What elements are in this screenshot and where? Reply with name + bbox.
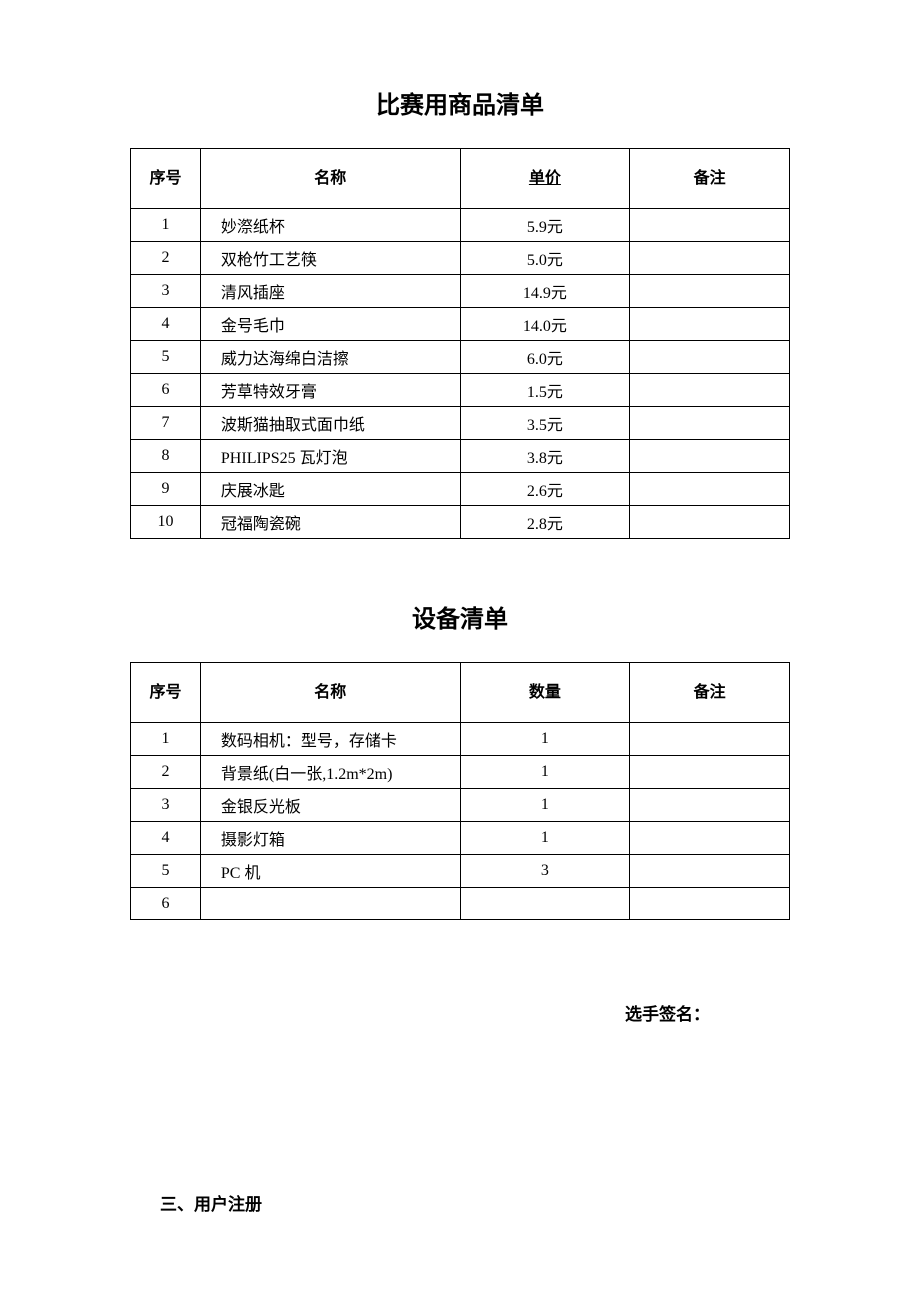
cell-note (630, 341, 790, 374)
table-row: 10冠福陶瓷碗2.8元 (131, 506, 790, 539)
cell-note (630, 242, 790, 275)
cell-name: 数码相机：型号，存储卡 (200, 723, 460, 756)
table1-header-name: 名称 (200, 149, 460, 209)
table-row: 3金银反光板1 (131, 789, 790, 822)
cell-name: PHILIPS25 瓦灯泡 (200, 440, 460, 473)
cell-note (630, 308, 790, 341)
table-row: 5PC 机3 (131, 855, 790, 888)
table-row: 2背景纸(白一张,1.2m*2m)1 (131, 756, 790, 789)
cell-note (630, 756, 790, 789)
table1-title: 比赛用商品清单 (130, 85, 790, 120)
cell-num: 6 (131, 374, 201, 407)
cell-price: 14.0元 (460, 308, 630, 341)
table-row: 3清风插座14.9元 (131, 275, 790, 308)
cell-qty: 1 (460, 789, 630, 822)
table2-header-qty: 数量 (460, 663, 630, 723)
table-row: 4摄影灯箱1 (131, 822, 790, 855)
cell-num: 6 (131, 888, 201, 920)
cell-num: 9 (131, 473, 201, 506)
cell-num: 1 (131, 209, 201, 242)
table-row: 6芳草特效牙膏1.5元 (131, 374, 790, 407)
table-row: 1妙漈纸杯5.9元 (131, 209, 790, 242)
cell-name: 金银反光板 (200, 789, 460, 822)
cell-note (630, 822, 790, 855)
cell-price: 1.5元 (460, 374, 630, 407)
cell-num: 4 (131, 308, 201, 341)
table-row: 7波斯猫抽取式面巾纸3.5元 (131, 407, 790, 440)
signature-label: 选手签名： (130, 1000, 790, 1025)
cell-note (630, 440, 790, 473)
cell-name: 金号毛巾 (200, 308, 460, 341)
cell-note (630, 275, 790, 308)
table-row: 2双枪竹工艺筷5.0元 (131, 242, 790, 275)
table-row: 1数码相机：型号，存储卡1 (131, 723, 790, 756)
cell-note (630, 789, 790, 822)
product-table: 序号 名称 单价 备注 1妙漈纸杯5.9元2双枪竹工艺筷5.0元3清风插座14.… (130, 148, 790, 539)
cell-num: 5 (131, 341, 201, 374)
section-heading: 三、用户注册 (130, 1190, 790, 1215)
cell-qty: 1 (460, 723, 630, 756)
cell-num: 4 (131, 822, 201, 855)
table1-header-row: 序号 名称 单价 备注 (131, 149, 790, 209)
cell-name: 波斯猫抽取式面巾纸 (200, 407, 460, 440)
table-row: 9庆展冰匙2.6元 (131, 473, 790, 506)
table-row: 4金号毛巾14.0元 (131, 308, 790, 341)
cell-num: 1 (131, 723, 201, 756)
cell-name: 芳草特效牙膏 (200, 374, 460, 407)
cell-note (630, 407, 790, 440)
cell-num: 7 (131, 407, 201, 440)
cell-num: 3 (131, 789, 201, 822)
cell-name: 背景纸(白一张,1.2m*2m) (200, 756, 460, 789)
cell-price: 14.9元 (460, 275, 630, 308)
cell-name: 庆展冰匙 (200, 473, 460, 506)
cell-qty: 1 (460, 756, 630, 789)
cell-qty: 1 (460, 822, 630, 855)
cell-name: 威力达海绵白洁擦 (200, 341, 460, 374)
table2-header-row: 序号 名称 数量 备注 (131, 663, 790, 723)
cell-name: 清风插座 (200, 275, 460, 308)
cell-note (630, 723, 790, 756)
cell-num: 2 (131, 756, 201, 789)
equipment-table: 序号 名称 数量 备注 1数码相机：型号，存储卡12背景纸(白一张,1.2m*2… (130, 662, 790, 920)
cell-note (630, 855, 790, 888)
cell-price: 2.6元 (460, 473, 630, 506)
cell-num: 5 (131, 855, 201, 888)
table1-header-note: 备注 (630, 149, 790, 209)
cell-price: 2.8元 (460, 506, 630, 539)
cell-note (630, 506, 790, 539)
cell-name: PC 机 (200, 855, 460, 888)
cell-qty (460, 888, 630, 920)
table-row: 5威力达海绵白洁擦6.0元 (131, 341, 790, 374)
cell-name (200, 888, 460, 920)
cell-qty: 3 (460, 855, 630, 888)
cell-name: 摄影灯箱 (200, 822, 460, 855)
table1-header-num: 序号 (131, 149, 201, 209)
cell-price: 5.0元 (460, 242, 630, 275)
cell-note (630, 209, 790, 242)
table2-header-name: 名称 (200, 663, 460, 723)
cell-num: 2 (131, 242, 201, 275)
table2-header-note: 备注 (630, 663, 790, 723)
cell-num: 8 (131, 440, 201, 473)
table2-title: 设备清单 (130, 599, 790, 634)
cell-price: 5.9元 (460, 209, 630, 242)
table2-header-num: 序号 (131, 663, 201, 723)
cell-name: 双枪竹工艺筷 (200, 242, 460, 275)
cell-note (630, 374, 790, 407)
cell-num: 10 (131, 506, 201, 539)
cell-price: 6.0元 (460, 341, 630, 374)
cell-note (630, 888, 790, 920)
cell-name: 冠福陶瓷碗 (200, 506, 460, 539)
table1-header-price: 单价 (460, 149, 630, 209)
cell-price: 3.8元 (460, 440, 630, 473)
table-row: 6 (131, 888, 790, 920)
cell-note (630, 473, 790, 506)
table-row: 8PHILIPS25 瓦灯泡3.8元 (131, 440, 790, 473)
cell-price: 3.5元 (460, 407, 630, 440)
cell-num: 3 (131, 275, 201, 308)
cell-name: 妙漈纸杯 (200, 209, 460, 242)
